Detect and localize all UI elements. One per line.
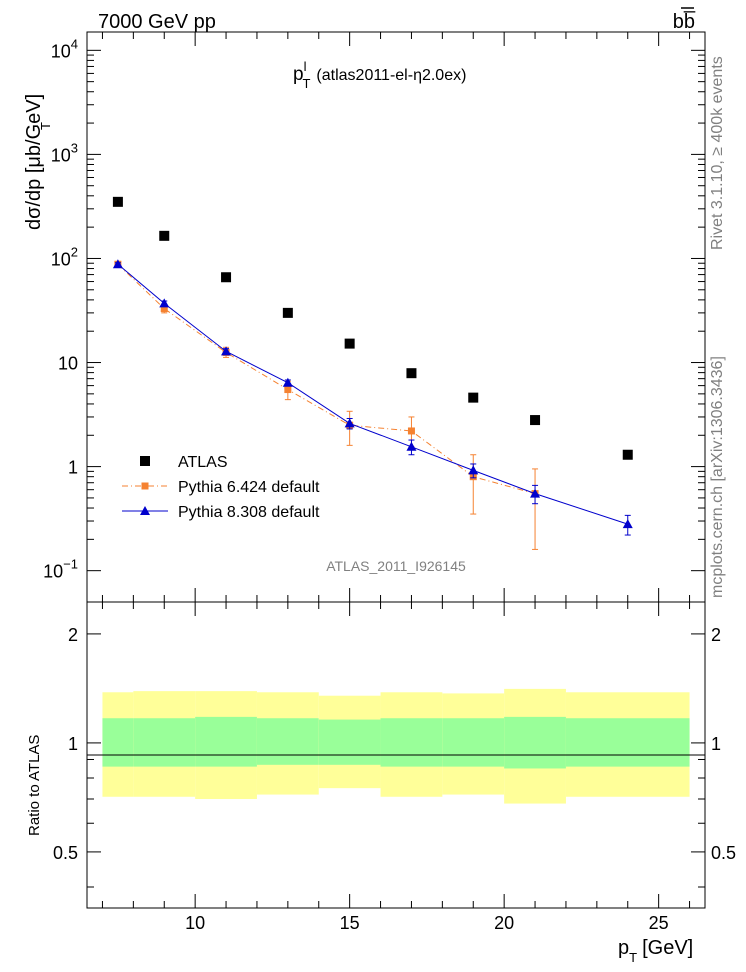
ratio-band-inner	[565, 718, 690, 767]
legend-marker	[140, 506, 150, 515]
legend-label: ATLAS	[178, 454, 228, 471]
legend: ATLAS Pythia 6.424 default Pythia 8.308 de…	[122, 454, 320, 521]
ratio-y-label: Ratio to ATLAS	[26, 735, 43, 836]
y-tick-label: 10−1	[43, 557, 78, 582]
y-tick-label: 102	[51, 244, 78, 269]
ratio-band-inner	[133, 718, 196, 767]
panel-title: pl T (atlas2011-el-η2.0ex)	[293, 59, 466, 91]
series-3	[112, 259, 633, 536]
header-left: 7000 GeV pp	[98, 11, 216, 33]
data-point	[622, 449, 633, 460]
data-point	[407, 427, 415, 435]
watermark: ATLAS_2011_I926145	[326, 558, 466, 574]
series-1	[112, 196, 633, 460]
legend-item: Pythia 6.424 default	[122, 479, 320, 496]
ratio-y-tick-label: 2	[68, 625, 78, 645]
legend-marker	[140, 456, 150, 466]
data-point	[468, 392, 479, 403]
series-line	[117, 263, 536, 495]
y-tick-label: 104	[51, 36, 78, 61]
y-axis-label-sub: T	[38, 122, 53, 130]
y-axis-label: dσ/dp [μb/GeV]	[23, 94, 45, 230]
ratio-band-inner	[380, 718, 443, 767]
legend-label: Pythia 8.308 default	[178, 504, 320, 521]
data-point	[112, 259, 123, 269]
x-axis-label: pT [GeV]	[618, 937, 693, 965]
ratio-y-tick-label: 0.5	[53, 843, 78, 863]
main-data	[112, 196, 633, 550]
data-point	[406, 368, 417, 379]
y-tick-label: 10	[58, 354, 78, 374]
ratio-band-inner	[442, 718, 505, 767]
legend-item: ATLAS	[140, 454, 228, 471]
data-point	[622, 519, 633, 529]
ratio-y-tick-label: 1	[711, 734, 721, 754]
ratio-band-inner	[504, 716, 566, 769]
data-point	[530, 415, 541, 426]
data-point	[344, 338, 355, 349]
data-point	[159, 230, 170, 241]
ratio-band-inner	[256, 718, 319, 765]
data-point	[282, 307, 293, 318]
data-point	[530, 488, 541, 498]
header-right: bb̅	[673, 10, 696, 33]
rivet-label: Rivet 3.1.10, ≥ 400k events	[709, 56, 726, 250]
y-tick-label: 1	[68, 458, 78, 478]
ratio-y-tick-label: 1	[68, 734, 78, 754]
ratio-panel: 10 15 20 25 0.5 0.5 1 1 2 2 Ratio to ATLAS pT [GeV…	[26, 601, 736, 965]
data-point	[468, 465, 479, 475]
legend-label: Pythia 6.424 default	[178, 479, 320, 496]
data-point	[344, 418, 355, 428]
data-point	[221, 346, 232, 356]
legend-marker	[141, 482, 149, 490]
ratio-bands	[102, 688, 690, 804]
ratio-band-inner	[195, 716, 257, 767]
data-point	[282, 377, 293, 387]
data-point	[160, 305, 168, 313]
mcplots-label: mcplots.cern.ch [arXiv:1306.3436]	[709, 356, 726, 598]
data-point	[159, 298, 170, 308]
x-tick-label: 15	[340, 913, 360, 933]
ratio-frame	[86, 601, 706, 909]
legend-item: Pythia 8.308 default	[122, 504, 320, 521]
data-point	[406, 441, 417, 451]
data-point	[284, 386, 292, 394]
ratio-y-tick-label: 0.5	[711, 843, 736, 863]
data-point	[112, 196, 123, 207]
data-point	[221, 272, 232, 283]
ratio-band-inner	[102, 718, 134, 767]
main-panel: pl T (atlas2011-el-η2.0ex) ATLAS_2011_I926…	[23, 31, 706, 603]
y-tick-label: 103	[51, 140, 78, 165]
x-tick-label: 25	[649, 913, 669, 933]
ratio-axes: 10 15 20 25 0.5 0.5 1 1 2 2	[53, 602, 736, 933]
ratio-band-inner	[318, 719, 381, 765]
x-tick-label: 20	[494, 913, 514, 933]
x-tick-label: 10	[185, 913, 205, 933]
ratio-y-tick-label: 2	[711, 625, 721, 645]
